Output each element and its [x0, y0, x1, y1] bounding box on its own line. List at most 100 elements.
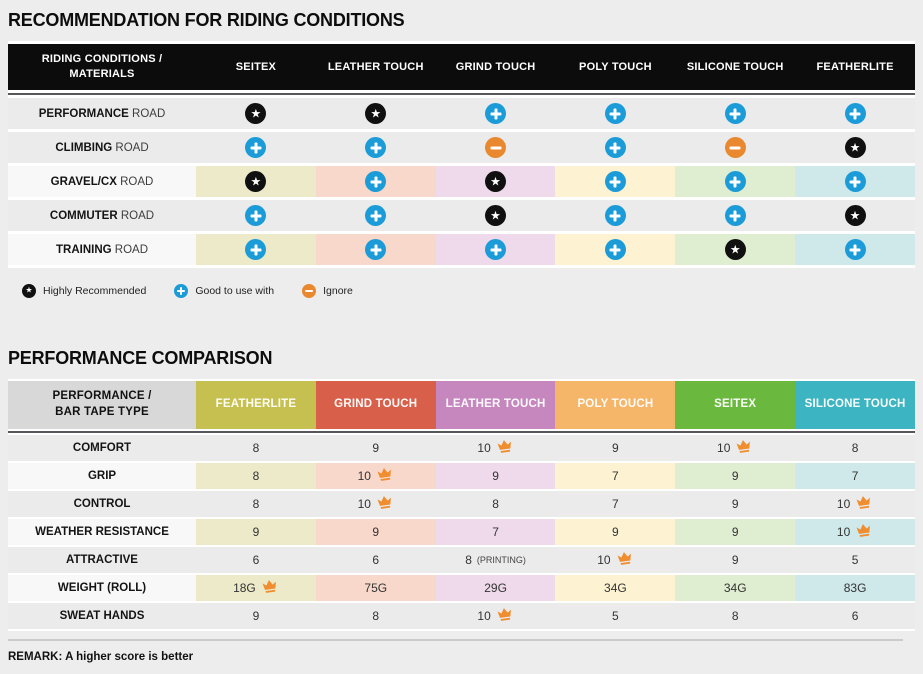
- score-suffix: (PRINTING): [476, 555, 526, 565]
- row-label-bold: CLIMBING: [55, 141, 113, 154]
- crown-icon: [375, 466, 395, 486]
- score-value-wrap: 9: [555, 525, 675, 539]
- score-value: 10: [477, 609, 491, 623]
- score-value: 9: [612, 441, 619, 455]
- score-cell: 8: [435, 491, 556, 517]
- minus-icon: [724, 137, 746, 158]
- table-row-sweat-hands: SWEAT HANDS 9 8 10 5 8 6: [8, 603, 915, 629]
- legend-label: Ignore: [323, 285, 353, 297]
- score-value-wrap: 10: [436, 607, 556, 625]
- star-cell: [795, 132, 915, 163]
- plus-cell: [435, 234, 556, 265]
- score-cell: 9: [675, 519, 796, 545]
- star-icon: [844, 137, 866, 158]
- star-icon: [724, 239, 746, 260]
- score-value-wrap: 29G: [436, 581, 556, 595]
- score-value: 9: [252, 609, 260, 623]
- row-label: PERFORMANCE ROAD: [8, 98, 196, 129]
- row-label: ATTRACTIVE: [8, 547, 196, 573]
- score-cell: 5: [555, 603, 676, 629]
- star-cell: [196, 166, 316, 197]
- table-row-gravel-cx: GRAVEL/CX ROAD: [8, 166, 915, 197]
- plus-cell: [795, 98, 915, 129]
- score-cell: 6: [315, 547, 436, 573]
- score-cell: 10: [315, 463, 436, 489]
- star-icon: [245, 103, 267, 124]
- header-divider: [8, 93, 915, 95]
- score-value: 10: [597, 553, 611, 567]
- score-value-wrap: 9: [675, 553, 795, 567]
- score-value: 10: [357, 497, 371, 511]
- table1-header-row: RIDING CONDITIONS / MATERIALS SEITEX LEATHE…: [8, 44, 915, 90]
- legend-label: Good to use with: [195, 285, 275, 297]
- score-cell: 9: [555, 435, 676, 461]
- legend-label: Highly Recommended: [43, 285, 147, 297]
- star-icon: [245, 171, 267, 192]
- row-label: GRAVEL/CX ROAD: [8, 166, 196, 197]
- legend-item-highly-recommended: Highly Recommended: [22, 284, 146, 298]
- score-value: 9: [612, 525, 619, 539]
- score-value-wrap: 8 (PRINTING): [436, 553, 556, 567]
- score-cell: 9: [555, 519, 676, 545]
- row-label: TRAINING ROAD: [8, 234, 196, 265]
- plus-cell: [315, 200, 436, 231]
- score-cell: 10: [435, 435, 556, 461]
- column-header-silicone-touch: SILICONE TOUCH: [795, 381, 915, 429]
- plus-icon: [245, 137, 267, 158]
- score-value-wrap: 7: [436, 525, 556, 539]
- plus-icon: [365, 171, 387, 192]
- score-value: 34G: [723, 581, 747, 595]
- score-value-wrap: 10: [436, 439, 556, 457]
- score-value-wrap: 8: [196, 469, 316, 483]
- plus-icon: [365, 137, 387, 158]
- plus-cell: [675, 98, 796, 129]
- score-value-wrap: 8: [795, 441, 915, 455]
- score-value: 8: [252, 441, 260, 455]
- corner-label-line2: BAR TAPE TYPE: [55, 406, 149, 418]
- plus-icon: [174, 284, 189, 298]
- row-label: SWEAT HANDS: [8, 603, 196, 629]
- plus-icon: [604, 205, 626, 226]
- crown-icon: [495, 606, 515, 626]
- score-value: 8: [372, 609, 380, 623]
- column-header-silicone-touch: SILICONE TOUCH: [675, 44, 796, 90]
- table2-header-row: PERFORMANCE / BAR TAPE TYPE FEATHERLITE GRI…: [8, 381, 915, 429]
- score-cell: 9: [196, 603, 316, 629]
- plus-icon: [604, 137, 626, 158]
- star-cell: [196, 98, 316, 129]
- column-header-poly-touch: POLY TOUCH: [555, 44, 676, 90]
- star-icon: [485, 205, 507, 226]
- column-header-grind-touch: GRIND TOUCH: [315, 381, 436, 429]
- corner-label-line2: MATERIALS: [69, 68, 135, 80]
- minus-cell: [435, 132, 556, 163]
- score-cell: 7: [555, 491, 676, 517]
- plus-cell: [315, 132, 436, 163]
- score-value: 9: [252, 525, 260, 539]
- column-header-featherlite: FEATHERLITE: [196, 381, 316, 429]
- score-cell: 7: [435, 519, 556, 545]
- score-value: 83G: [843, 581, 867, 595]
- crown-icon: [854, 494, 874, 514]
- table-row-commuter: COMMUTER ROAD: [8, 200, 915, 231]
- score-value: 10: [357, 469, 371, 483]
- crown-icon: [734, 438, 754, 458]
- score-value: 8: [252, 469, 260, 483]
- score-cell: 8: [196, 491, 316, 517]
- score-value: 5: [851, 553, 859, 567]
- crown-icon: [375, 494, 395, 514]
- star-icon: [844, 205, 866, 226]
- minus-icon: [485, 137, 507, 158]
- score-value-wrap: 7: [555, 497, 675, 511]
- plus-icon: [844, 239, 866, 260]
- star-icon: [22, 284, 36, 298]
- score-value: 34G: [604, 581, 627, 595]
- score-cell: 8: [795, 435, 915, 461]
- plus-icon: [724, 205, 746, 226]
- row-label-bold: PERFORMANCE: [38, 107, 129, 120]
- score-value: 6: [851, 609, 859, 623]
- score-value: 8: [731, 609, 739, 623]
- score-value-wrap: 83G: [795, 581, 915, 595]
- minus-icon: [302, 284, 317, 298]
- score-value-wrap: 10: [316, 467, 436, 485]
- plus-cell: [555, 166, 676, 197]
